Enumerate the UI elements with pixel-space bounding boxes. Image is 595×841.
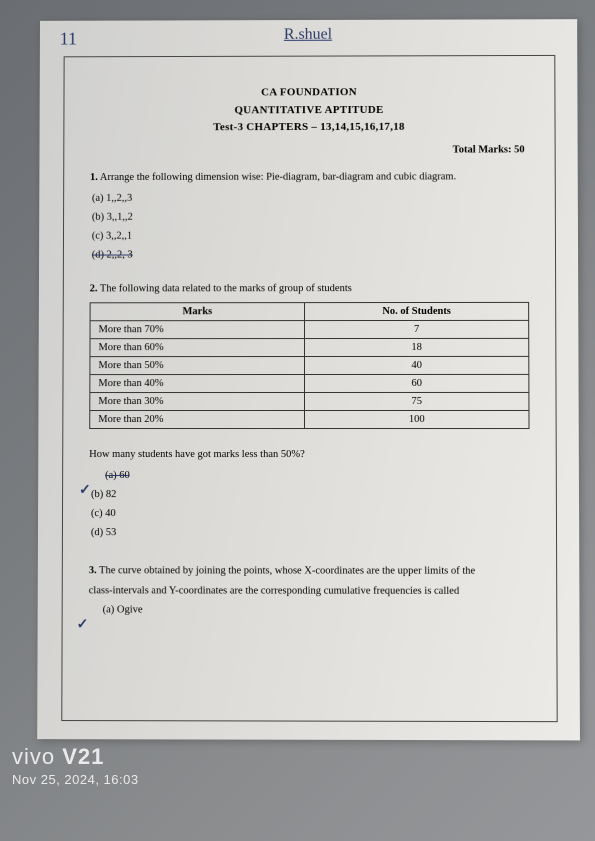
watermark-date: Nov 25, 2024, 16:03 (12, 772, 139, 787)
q2-opt-a: (a) 60 (91, 467, 530, 486)
header-line-2: QUANTITATIVE APTITUDE (90, 101, 528, 120)
watermark-model: vivo V21 (12, 744, 139, 770)
q1-opt-d: (d) 2,,2, 3 (92, 246, 529, 265)
q2-subtext: How many students have got marks less th… (89, 447, 530, 462)
q2-options: (a) 60 (b) 82 (c) 40 (d) 53 (91, 467, 530, 543)
q2-opt-c: (c) 40 (91, 505, 530, 524)
table-row: More than 60%18 (90, 338, 529, 356)
content-frame: CA FOUNDATION QUANTITATIVE APTITUDE Test… (61, 55, 557, 722)
q2-text: 2. The following data related to the mar… (90, 280, 529, 296)
q1-opt-c: (c) 3,,2,,1 (92, 227, 529, 246)
q2-table: Marks No. of Students More than 70%7 Mor… (89, 302, 529, 429)
camera-watermark: vivo V21 Nov 25, 2024, 16:03 (12, 744, 139, 787)
th-students: No. of Students (305, 302, 529, 320)
q3-block: 3. The curve obtained by joining the poi… (89, 561, 531, 622)
q1-body: Arrange the following dimension wise: Pi… (98, 171, 456, 183)
q1-opt-b: (b) 3,,1,,2 (92, 208, 529, 227)
q2-number: 2. (90, 283, 98, 294)
q1-number: 1. (90, 172, 98, 183)
header-line-3: Test-3 CHAPTERS – 13,14,15,16,17,18 (90, 119, 528, 137)
q3-line1: 3. The curve obtained by joining the poi… (89, 561, 530, 582)
total-marks: Total Marks: 50 (90, 144, 525, 156)
table-row: More than 50%40 (90, 356, 529, 374)
handwriting-left: 11 (60, 29, 77, 50)
table-row: More than 20%100 (90, 410, 529, 428)
q1-options: (a) 1,,2,,3 (b) 3,,1,,2 (c) 3,,2,,1 (d) … (92, 189, 529, 265)
header-line-1: CA FOUNDATION (90, 84, 528, 103)
table-row: More than 70%7 (90, 320, 529, 338)
handwriting-top: R.shuel (284, 26, 332, 44)
header-block: CA FOUNDATION QUANTITATIVE APTITUDE Test… (90, 84, 528, 137)
q3-line2: class-intervals and Y-coordinates are th… (89, 581, 530, 602)
q2-body: The following data related to the marks … (97, 283, 351, 294)
table-header-row: Marks No. of Students (90, 302, 529, 320)
table-row: More than 40%60 (90, 374, 529, 392)
q2-opt-d: (d) 53 (91, 524, 530, 543)
q2-opt-b: (b) 82 (91, 486, 530, 505)
q1-text: 1. Arrange the following dimension wise:… (90, 169, 529, 185)
paper-sheet: R.shuel 11 CA FOUNDATION QUANTITATIVE AP… (37, 19, 580, 740)
q1-opt-a: (a) 1,,2,,3 (92, 189, 529, 209)
q3-opt-a: (a) Ogive (89, 601, 531, 622)
th-marks: Marks (90, 302, 305, 320)
table-row: More than 30%75 (90, 392, 529, 410)
